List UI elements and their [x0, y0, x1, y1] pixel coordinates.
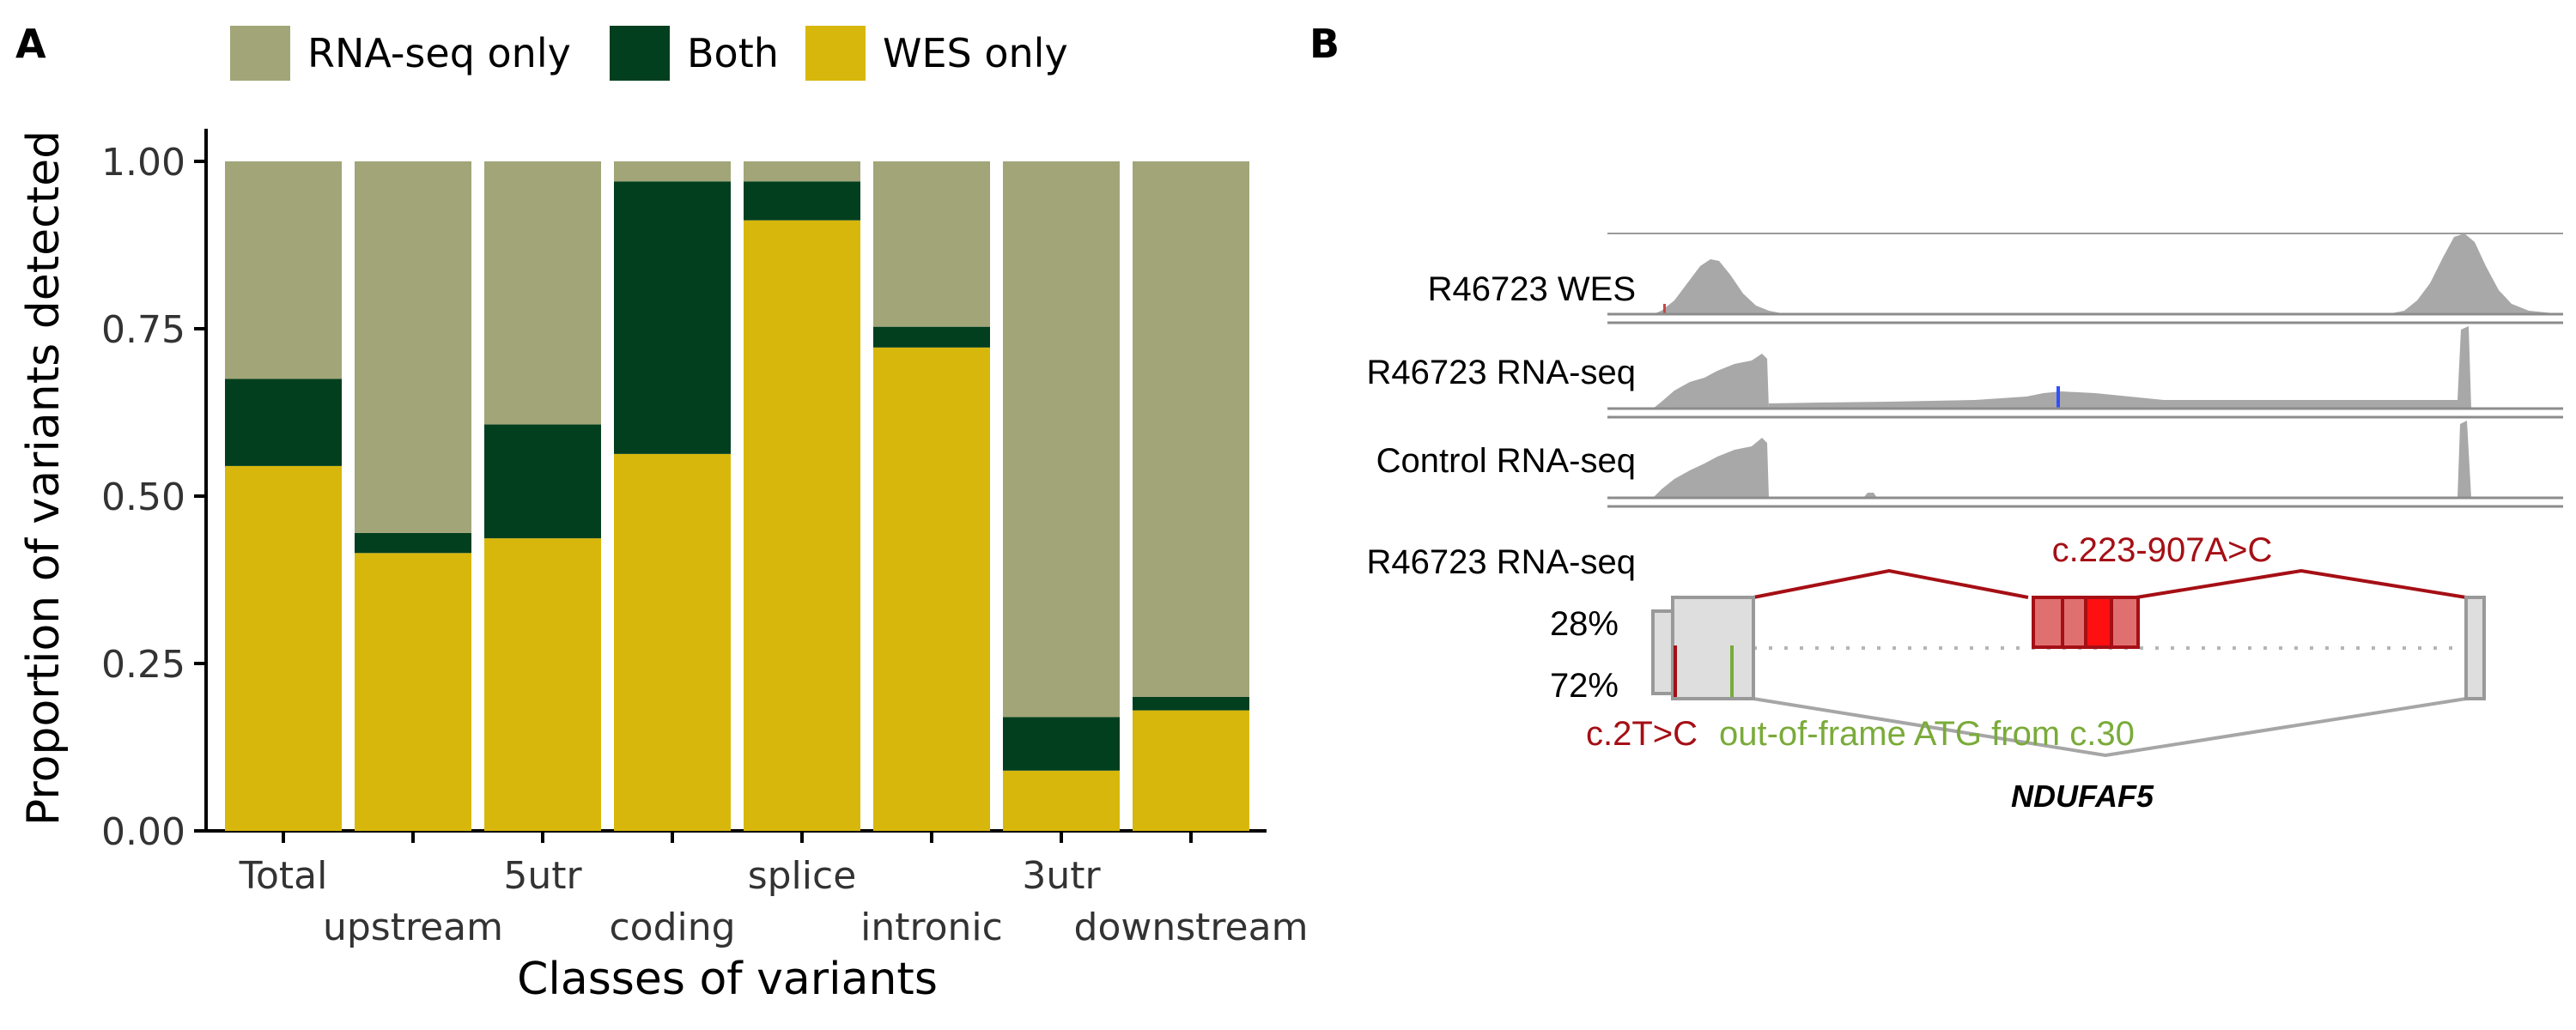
bar-5utr-wes-only	[484, 538, 601, 831]
x-tick-label-5utr: 5utr	[503, 854, 582, 898]
x-tick-label-splice: splice	[748, 854, 857, 898]
y-tick-label: 0.50	[101, 476, 185, 519]
bar-3utr-wes-only	[1003, 770, 1120, 831]
bar-coding-rna-seq-only	[614, 161, 731, 182]
wes-coverage-track	[1607, 233, 2563, 324]
bar-3utr-rna-seq-only	[1003, 161, 1120, 718]
control-coverage-track	[1607, 421, 2563, 508]
pseudo-exon	[2032, 596, 2140, 649]
bar-downstream-both	[1133, 697, 1249, 711]
bar-upstream-rna-seq-only	[355, 161, 471, 533]
bar-splice-both	[744, 181, 860, 221]
x-tick-label-intronic: intronic	[860, 906, 1003, 949]
legend-label-wes-only: WES only	[883, 30, 1068, 76]
bar-downstream-wes-only	[1133, 710, 1249, 831]
bar-Total-both	[225, 379, 342, 466]
variant-intronic-label: c.223-907A>C	[2052, 531, 2273, 569]
bar-splice-wes-only	[744, 220, 860, 831]
bar-Total-rna-seq-only	[225, 161, 342, 379]
atg-note-label: out-of-frame ATG from c.30	[1719, 715, 2135, 753]
track-label-rna: R46723 RNA-seq	[1367, 354, 1637, 391]
y-tick-label: 0.75	[101, 308, 185, 352]
bar-upstream-wes-only	[355, 553, 471, 831]
bar-coding-wes-only	[614, 453, 731, 831]
junction-upper-arc	[1753, 568, 2029, 599]
rna-coverage-track	[1607, 326, 2563, 419]
bar-splice-rna-seq-only	[744, 161, 860, 182]
gene-name-label: NDUFAF5	[2011, 779, 2154, 814]
sashimi-plot	[1651, 568, 2486, 758]
x-tick-label-upstream: upstream	[323, 906, 503, 949]
x-tick-label-3utr: 3utr	[1022, 854, 1101, 898]
bar-intronic-both	[873, 326, 990, 348]
x-tick-label-coding: coding	[609, 906, 735, 949]
y-tick-label: 1.00	[101, 141, 185, 185]
exon-last	[2464, 596, 2486, 700]
exon-1-small	[1651, 609, 1674, 695]
igv-panel: R46723 WES R46723 RNA-seq Control RNA-se…	[1367, 233, 2563, 814]
variant-start-label: c.2T>C	[1586, 715, 1698, 753]
panel-a-label: A	[15, 21, 46, 67]
sashimi-label: R46723 RNA-seq	[1367, 543, 1637, 581]
exon-1	[1671, 596, 1755, 700]
legend-key-both	[610, 26, 670, 81]
legend-key-rna-seq-only	[230, 26, 290, 81]
percent-top-label: 28%	[1550, 605, 1619, 643]
legend: RNA-seq only Both WES only	[230, 26, 1068, 81]
y-axis-title: Proportion of variants detected	[18, 130, 70, 826]
bar-3utr-both	[1003, 717, 1120, 771]
y-ticks: 0.00 0.25 0.50 0.75 1.00	[101, 141, 206, 854]
percent-bottom-label: 72%	[1550, 667, 1619, 705]
legend-key-wes-only	[805, 26, 866, 81]
bar-5utr-rna-seq-only	[484, 161, 601, 425]
y-tick-label: 0.25	[101, 643, 185, 687]
track-label-control: Control RNA-seq	[1376, 442, 1636, 480]
x-tick-label-downstream: downstream	[1074, 906, 1309, 949]
legend-label-rna-seq-only: RNA-seq only	[307, 30, 571, 76]
bar-Total-wes-only	[225, 465, 342, 831]
junction-lower-arc	[1753, 697, 2467, 758]
bar-downstream-rna-seq-only	[1133, 161, 1249, 697]
x-tick-label-Total: Total	[239, 854, 328, 898]
panel-b-label: B	[1309, 21, 1340, 67]
x-axis-title: Classes of variants	[517, 954, 938, 1005]
bar-intronic-rna-seq-only	[873, 161, 990, 327]
junction-upper-arc-2	[2136, 568, 2467, 599]
legend-label-both: Both	[687, 30, 779, 76]
bar-coding-both	[614, 181, 731, 454]
bar-intronic-wes-only	[873, 347, 990, 832]
bar-upstream-both	[355, 532, 471, 554]
track-label-wes: R46723 WES	[1428, 270, 1636, 308]
bars	[225, 161, 1249, 832]
y-tick-label: 0.00	[101, 810, 185, 854]
bar-5utr-both	[484, 424, 601, 539]
